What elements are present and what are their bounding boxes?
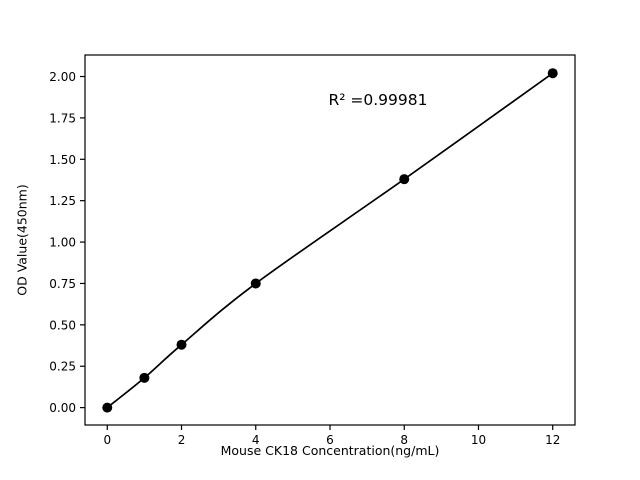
- y-tick-label: 0.50: [49, 318, 76, 332]
- y-tick-label: 0.00: [49, 401, 76, 415]
- y-tick-label: 0.75: [49, 277, 76, 291]
- x-tick-label: 12: [545, 433, 560, 447]
- data-point: [139, 372, 150, 383]
- series-line: [106, 72, 554, 409]
- r-squared-annotation: R² =0.99981: [328, 91, 428, 109]
- x-tick-label: 2: [178, 433, 186, 447]
- data-point: [250, 278, 261, 289]
- y-tick-label: 1.50: [49, 153, 76, 167]
- y-tick-label: 1.75: [49, 111, 76, 125]
- y-tick-label: 1.00: [49, 236, 76, 250]
- x-tick-label: 0: [103, 433, 111, 447]
- x-tick-label: 8: [400, 433, 408, 447]
- x-tick-label: 10: [471, 433, 486, 447]
- y-tick-label: 1.25: [49, 194, 76, 208]
- y-tick-label: 2.00: [49, 70, 76, 84]
- x-tick-label: 6: [326, 433, 334, 447]
- data-point: [399, 174, 410, 185]
- data-point: [176, 339, 187, 350]
- x-axis-label: Mouse CK18 Concentration(ng/mL): [220, 443, 440, 458]
- y-tick-label: 0.25: [49, 360, 76, 374]
- data-point: [547, 68, 558, 79]
- y-axis-label: OD Value(450nm): [14, 184, 30, 296]
- data-point: [102, 402, 113, 413]
- x-tick-label: 4: [252, 433, 260, 447]
